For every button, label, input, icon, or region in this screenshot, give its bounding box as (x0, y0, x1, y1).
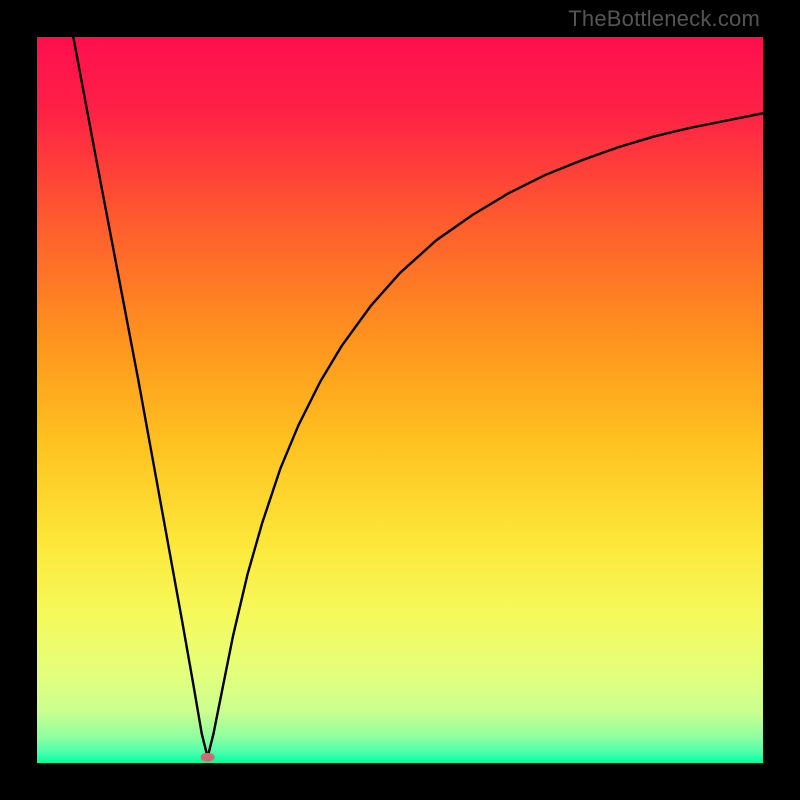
watermark-text: TheBottleneck.com (568, 6, 760, 32)
vertex-marker (201, 753, 215, 762)
chart-container: { "canvas": { "width": 800, "height": 80… (0, 0, 800, 800)
gradient-background (37, 37, 763, 763)
plot-area (37, 37, 763, 763)
plot-svg (37, 37, 763, 763)
